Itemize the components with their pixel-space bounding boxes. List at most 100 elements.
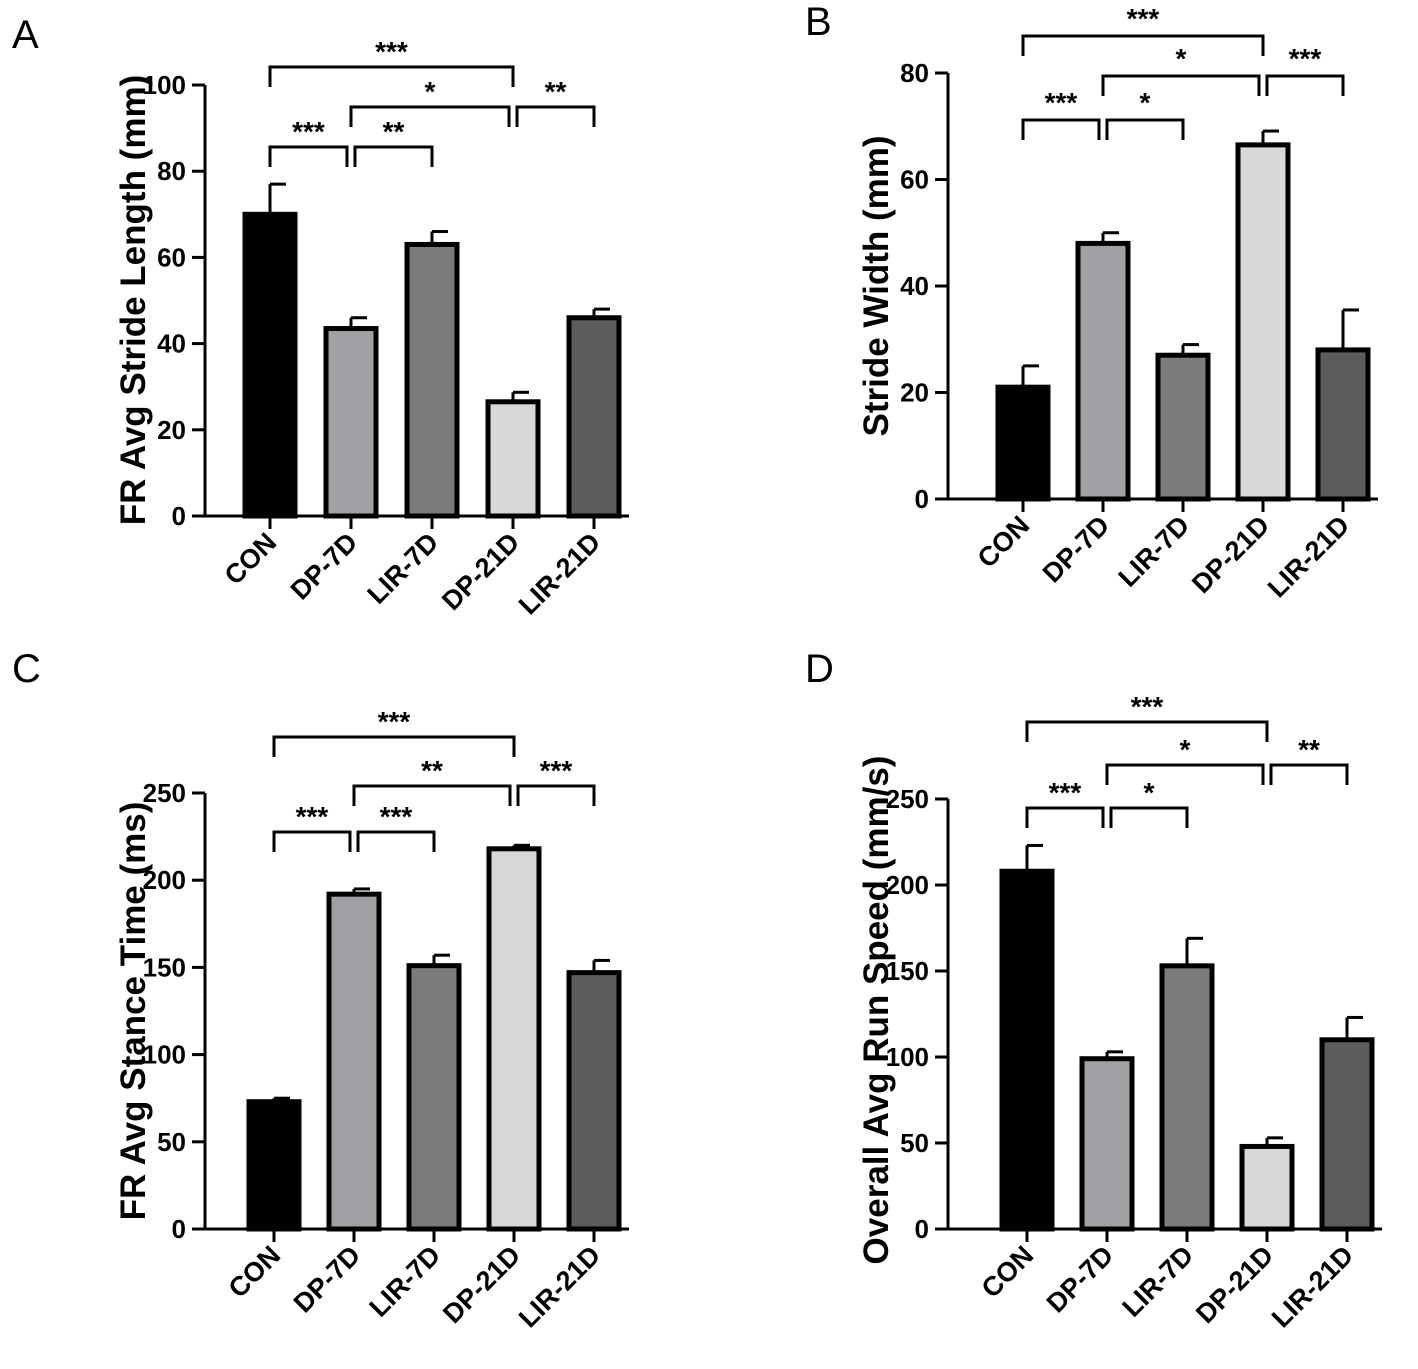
y-tick-label: 200 <box>886 870 929 900</box>
bar-con <box>246 1099 302 1232</box>
significance-bracket <box>515 105 596 127</box>
y-tick-label: 250 <box>886 784 929 814</box>
significance-bracket <box>1021 34 1265 56</box>
significance-bracket <box>1105 763 1265 785</box>
significance-label: *** <box>292 116 325 147</box>
bar-lir-21d <box>566 315 622 519</box>
bar-con <box>999 868 1055 1232</box>
bar-lir-21d <box>1319 1037 1375 1232</box>
bar-dp-7d <box>1079 1056 1135 1232</box>
y-axis-label: Overall Avg Run Speed (mm/s) <box>857 756 896 1265</box>
significance-bracket <box>1109 806 1189 828</box>
significance-bracket <box>268 145 349 167</box>
significance-bracket <box>1105 118 1185 140</box>
x-tick-label: CON <box>219 527 283 591</box>
x-tick-label: LIR-7D <box>1117 1240 1200 1323</box>
significance-bracket <box>349 105 511 127</box>
significance-label: ** <box>421 755 443 786</box>
significance-label: *** <box>296 801 329 832</box>
significance-bracket <box>1025 720 1269 742</box>
bar-dp-7d <box>1075 240 1131 502</box>
x-tick-label: CON <box>223 1240 287 1304</box>
significance-label: *** <box>380 801 413 832</box>
y-tick-label: 0 <box>915 1214 929 1244</box>
significance-bracket <box>268 65 515 87</box>
significance-bracket <box>1101 74 1261 96</box>
significance-bracket <box>1025 806 1105 828</box>
y-tick-label: 50 <box>157 1127 186 1157</box>
y-tick-label: 80 <box>900 58 929 88</box>
significance-label: * <box>425 76 436 107</box>
significance-bracket <box>1265 74 1345 96</box>
x-tick-label: LIR-21D <box>1262 510 1355 603</box>
y-tick-label: 0 <box>172 501 186 531</box>
y-tick-label: 200 <box>143 865 186 895</box>
significance-label: * <box>1140 87 1151 118</box>
bar-con <box>242 211 298 519</box>
significance-label: *** <box>375 36 408 67</box>
x-tick-label: DP-7D <box>1037 510 1115 588</box>
bar-dp-7d <box>326 891 382 1232</box>
significance-label: *** <box>1289 43 1322 74</box>
y-tick-label: 100 <box>886 1042 929 1072</box>
y-tick-label: 20 <box>157 415 186 445</box>
x-tick-label: LIR-21D <box>513 527 606 620</box>
y-tick-label: 100 <box>143 70 186 100</box>
bar-lir-7d <box>1159 963 1215 1232</box>
panel-letter: A <box>12 13 39 57</box>
panel-letter: B <box>805 0 832 44</box>
significance-label: *** <box>1045 87 1078 118</box>
x-tick-label: CON <box>972 510 1036 574</box>
x-tick-label: LIR-7D <box>1113 510 1196 593</box>
x-tick-label: LIR-7D <box>364 1240 447 1323</box>
x-tick-label: LIR-7D <box>362 527 445 610</box>
x-tick-label: LIR-21D <box>1266 1240 1359 1333</box>
y-tick-label: 60 <box>900 165 929 195</box>
significance-label: ** <box>545 76 567 107</box>
significance-label: ** <box>1298 734 1320 765</box>
y-tick-label: 20 <box>900 378 929 408</box>
significance-bracket <box>272 735 516 757</box>
significance-label: *** <box>1049 777 1082 808</box>
y-tick-label: 60 <box>157 242 186 272</box>
significance-label: * <box>1180 734 1191 765</box>
x-tick-label: DP-21D <box>437 1240 526 1329</box>
y-tick-label: 150 <box>886 956 929 986</box>
x-tick-label: LIR-21D <box>513 1240 606 1333</box>
x-tick-label: DP-7D <box>288 1240 366 1318</box>
bar-lir-21d <box>1315 347 1371 502</box>
panel-a: A FR Avg Stride Length (mm) 0 20 40 60 80 100… <box>12 13 629 620</box>
bar-dp-21d <box>486 846 542 1232</box>
significance-bracket <box>272 830 352 852</box>
significance-label: *** <box>1131 691 1164 722</box>
x-tick-label: DP-7D <box>285 527 363 605</box>
y-tick-label: 40 <box>157 329 186 359</box>
y-axis-label: FR Avg Stride Length (mm) <box>114 75 153 525</box>
significance-bracket <box>356 830 436 852</box>
y-tick-label: 150 <box>143 952 186 982</box>
bar-dp-21d <box>1235 142 1291 502</box>
bar-lir-7d <box>1155 352 1211 502</box>
significance-label: *** <box>378 706 411 737</box>
y-tick-label: 40 <box>900 271 929 301</box>
x-tick-label: DP-21D <box>1190 1240 1279 1329</box>
significance-label: *** <box>540 755 573 786</box>
bar-lir-7d <box>406 963 462 1232</box>
bar-dp-21d <box>1239 1143 1295 1232</box>
x-tick-label: DP-21D <box>1186 510 1275 599</box>
significance-label: * <box>1176 43 1187 74</box>
panel-letter: C <box>12 647 41 691</box>
bar-dp-7d <box>323 326 379 519</box>
y-tick-label: 0 <box>915 484 929 514</box>
x-tick-label: DP-21D <box>436 527 525 616</box>
y-axis-label: Stride Width (mm) <box>857 135 896 436</box>
bar-con <box>995 384 1051 502</box>
panel-d: D Overall Avg Run Speed (mm/s) 0 50 100 150… <box>805 647 1382 1333</box>
significance-bracket <box>353 145 434 167</box>
panel-letter: D <box>805 647 834 691</box>
y-tick-label: 0 <box>172 1214 186 1244</box>
significance-label: ** <box>383 116 405 147</box>
significance-label: * <box>1144 777 1155 808</box>
bar-lir-7d <box>404 241 460 519</box>
